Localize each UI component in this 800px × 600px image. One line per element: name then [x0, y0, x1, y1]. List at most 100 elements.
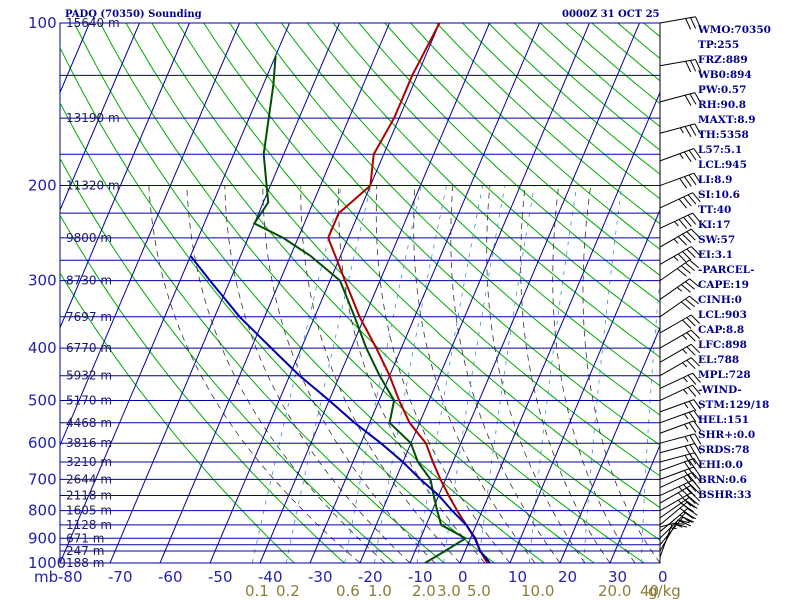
wind-barb-staff — [659, 148, 694, 162]
wind-barb-halfflag — [678, 486, 684, 492]
wind-barb-flag — [678, 219, 688, 229]
wind-barb-flag — [688, 459, 697, 471]
wind-barb-flag — [680, 265, 691, 274]
height-tick-label: 5932 m — [66, 369, 112, 383]
temperature-tick-label: 0 — [458, 568, 468, 586]
wind-barb-flag — [687, 194, 697, 205]
temperature-tick-label: 0 — [658, 568, 668, 586]
height-tick-label: 13190 m — [66, 111, 120, 125]
wind-barb — [659, 59, 701, 73]
wind-barb-staff — [659, 246, 692, 265]
isotherm-line — [109, 23, 340, 563]
wind-barb-flag — [679, 178, 688, 189]
wind-barb-staff — [659, 228, 692, 248]
wind-barb-flag — [690, 17, 697, 29]
temperature-tick-label: -80 — [58, 568, 83, 586]
isotherm-line — [609, 444, 660, 563]
wind-barb-flag — [688, 174, 697, 186]
wind-barb-flag — [680, 284, 691, 293]
wind-barb-staff — [659, 512, 686, 539]
mixing-ratio-label-group: 0.1 0.2 0.6 1.0 2.0 3.0 5.0 10.0 20.0 40g/kg — [245, 582, 681, 600]
pressure-tick-label: 200 — [28, 177, 57, 195]
wind-barb-flag — [683, 196, 692, 207]
wind-barb-flag — [689, 444, 697, 456]
mixing-ratio-tick-label: 1.0 — [368, 582, 392, 600]
pressure-tick-label: 1000 — [28, 554, 66, 572]
wind-barb-flag — [685, 281, 695, 290]
wind-barb-flag — [686, 487, 696, 497]
pressure-tick-label: 500 — [28, 391, 57, 409]
wind-barb — [659, 212, 701, 229]
moist-adiabat-line — [186, 185, 386, 563]
stat-item: LCL:945 — [698, 159, 747, 171]
wind-barb — [659, 443, 702, 457]
wind-barb-flag — [683, 476, 692, 487]
wind-barb-flag — [687, 386, 697, 397]
wind-barb-staff — [659, 452, 695, 463]
wind-barb-flag — [685, 298, 695, 308]
wind-barb — [659, 123, 702, 138]
wind-barb — [659, 246, 701, 265]
mixing-ratio-tick-label: 2.0 — [412, 582, 436, 600]
wind-barb-flag — [689, 278, 700, 287]
wind-barb-halfflag — [682, 362, 688, 368]
isotherm-line — [409, 23, 640, 563]
height-tick-label: 11320 m — [66, 179, 120, 193]
pressure-tick-label: 300 — [28, 272, 57, 290]
temperature-tick-label: -50 — [208, 568, 233, 586]
wind-barb-flag — [693, 399, 702, 410]
wind-barb-flag — [690, 329, 701, 339]
wind-barb-staff — [659, 508, 688, 533]
height-tick-label: 2644 m — [66, 472, 112, 486]
wind-barb-flag — [684, 94, 692, 106]
wind-barb-flag — [690, 357, 701, 367]
wind-barb-flag — [683, 176, 692, 187]
wind-barb-flag — [683, 511, 694, 520]
stat-item: SHR+:0.0 — [698, 429, 756, 441]
mixing-ratio-tick-label: 5.0 — [467, 582, 491, 600]
isotherm-line — [60, 23, 240, 447]
stat-item: WB0:894 — [698, 69, 752, 81]
wind-barb-staff — [659, 443, 695, 454]
temperature-tick-label: -40 — [258, 568, 283, 586]
wind-barb-staff — [659, 433, 695, 444]
wind-barb-flag — [677, 236, 688, 246]
wind-barb-flag — [687, 474, 697, 485]
height-tick-label: 247 m — [66, 544, 104, 558]
wind-barb-staff — [659, 492, 692, 512]
wind-barb — [659, 192, 701, 209]
wind-barb-flag — [693, 458, 702, 469]
stat-item: TT:40 — [698, 204, 732, 216]
height-label-group: 15640 m 13190 m 11320 m 9800 m 8730 m 7697 m 6… — [66, 16, 120, 570]
wind-barb-flag — [690, 343, 701, 354]
temperature-label-group: -80 -70 -60 -50 -40 -30 -20 -10 0 10 20 30 0 — [58, 568, 668, 586]
wind-barb-flag — [659, 523, 672, 528]
wind-barb-flag — [692, 192, 701, 203]
stat-item: LCL:903 — [698, 309, 747, 321]
stat-item: EL:788 — [698, 354, 740, 366]
wind-barb-halfflag — [683, 389, 688, 395]
wind-barb-staff — [659, 479, 693, 496]
wind-barb-flag — [688, 149, 697, 161]
wind-barb-flag — [685, 262, 695, 271]
isotherm-line — [159, 23, 390, 563]
wind-barb-halfflag — [683, 402, 689, 409]
wind-barb-staff — [659, 92, 695, 103]
temperature-tick-label: -30 — [308, 568, 333, 586]
height-tick-label: 15640 m — [66, 16, 120, 30]
mixing-ratio-tick-label: 3.0 — [437, 582, 461, 600]
temperature-tick-label: 20 — [558, 568, 577, 586]
pressure-tick-label: 800 — [28, 502, 57, 520]
wind-barb — [659, 372, 701, 389]
wind-barb — [659, 314, 701, 334]
height-tick-label: 188 m — [66, 556, 104, 570]
wind-barb-flag — [692, 372, 701, 383]
stat-item: MPL:728 — [698, 369, 751, 381]
wind-barb-flag — [694, 92, 702, 104]
height-tick-label: 2118 m — [66, 489, 112, 503]
wind-barb-flag — [695, 59, 701, 71]
mixing-ratio-line — [641, 274, 660, 563]
isotherm-line — [309, 23, 540, 563]
wind-barb — [659, 92, 702, 106]
stat-item: -WIND- — [698, 384, 742, 396]
